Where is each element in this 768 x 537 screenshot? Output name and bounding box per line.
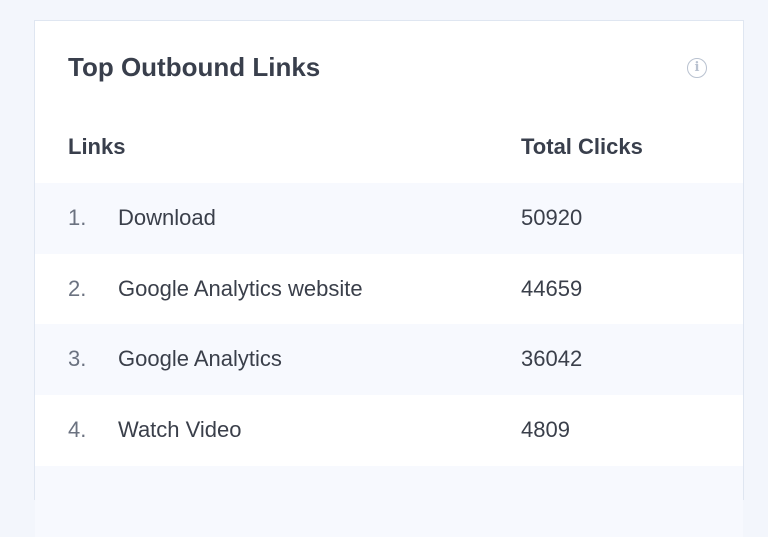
row-rank: 1. — [68, 205, 87, 230]
column-header-links: Links — [68, 134, 126, 159]
row-clicks: 50920 — [521, 205, 583, 230]
row-rank: 2. — [68, 276, 87, 301]
table-row: 4. Watch Video 4809 — [35, 395, 743, 466]
table-row: 2. Google Analytics website 44659 — [35, 254, 743, 325]
top-outbound-links-card: Top Outbound Links i Links Total Clicks … — [34, 20, 744, 537]
table-row: 1. Download 50920 — [35, 183, 743, 254]
column-header-total-clicks: Total Clicks — [521, 134, 643, 159]
row-link[interactable]: Google Analytics — [118, 346, 282, 371]
row-link[interactable]: Watch Video — [118, 417, 242, 442]
table-row-empty — [35, 466, 743, 537]
row-rank: 4. — [68, 417, 87, 442]
row-clicks: 36042 — [521, 346, 583, 371]
table-row: 3. Google Analytics 36042 — [35, 324, 743, 395]
row-rank: 3. — [68, 346, 87, 371]
row-link[interactable]: Download — [118, 205, 216, 230]
row-clicks: 4809 — [521, 417, 570, 442]
info-icon[interactable]: i — [687, 58, 707, 78]
row-clicks: 44659 — [521, 276, 583, 301]
card-title: Top Outbound Links — [68, 52, 321, 82]
row-link[interactable]: Google Analytics website — [118, 276, 363, 301]
